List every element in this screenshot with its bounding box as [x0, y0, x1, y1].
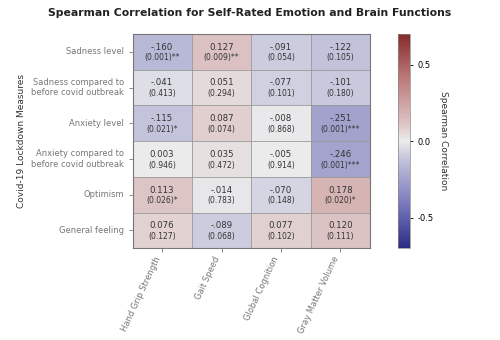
Text: -.005: -.005: [270, 150, 292, 159]
Bar: [252, 212, 310, 248]
Bar: [252, 177, 310, 212]
Text: -.251: -.251: [329, 114, 351, 123]
Text: -.077: -.077: [270, 79, 292, 87]
Text: -.041: -.041: [151, 79, 174, 87]
Text: -.070: -.070: [270, 186, 292, 194]
Text: (0.054): (0.054): [267, 53, 295, 63]
Text: -.160: -.160: [151, 43, 174, 52]
Text: (0.026)*: (0.026)*: [146, 196, 178, 205]
Bar: [310, 105, 370, 141]
Text: (0.105): (0.105): [326, 53, 354, 63]
Bar: [132, 70, 192, 105]
Text: 0.003: 0.003: [150, 150, 174, 159]
Text: (0.021)*: (0.021)*: [146, 125, 178, 134]
Text: 0.076: 0.076: [150, 221, 174, 230]
Bar: [252, 70, 310, 105]
Bar: [132, 105, 192, 141]
Text: -.115: -.115: [151, 114, 174, 123]
Text: -.246: -.246: [329, 150, 351, 159]
Bar: [192, 141, 252, 177]
Bar: [192, 212, 252, 248]
Text: 0.051: 0.051: [209, 79, 234, 87]
Text: (0.148): (0.148): [267, 196, 295, 205]
Bar: [252, 141, 310, 177]
Text: -.122: -.122: [329, 43, 351, 52]
Text: 0.113: 0.113: [150, 186, 174, 194]
Bar: [252, 34, 310, 70]
Text: 0.120: 0.120: [328, 221, 352, 230]
Bar: [192, 177, 252, 212]
Text: (0.180): (0.180): [326, 89, 354, 98]
Text: -.014: -.014: [210, 186, 233, 194]
Text: (0.127): (0.127): [148, 232, 176, 241]
Text: -.089: -.089: [210, 221, 233, 230]
Text: 0.178: 0.178: [328, 186, 352, 194]
Bar: [132, 212, 192, 248]
Text: (0.111): (0.111): [326, 232, 354, 241]
Bar: [310, 177, 370, 212]
Text: (0.413): (0.413): [148, 89, 176, 98]
Text: (0.102): (0.102): [267, 232, 295, 241]
Text: (0.068): (0.068): [208, 232, 236, 241]
Text: Spearman Correlation for Self-Rated Emotion and Brain Functions: Spearman Correlation for Self-Rated Emot…: [48, 8, 452, 18]
Text: (0.783): (0.783): [208, 196, 236, 205]
Text: (0.101): (0.101): [267, 89, 295, 98]
Text: (0.946): (0.946): [148, 160, 176, 170]
Y-axis label: Spearman Correlation: Spearman Correlation: [438, 91, 448, 191]
Bar: [310, 70, 370, 105]
Bar: [132, 177, 192, 212]
Text: (0.009)**: (0.009)**: [204, 53, 240, 63]
Bar: [192, 34, 252, 70]
Bar: [192, 105, 252, 141]
Bar: [132, 34, 192, 70]
Text: (0.294): (0.294): [208, 89, 236, 98]
Text: (0.001)***: (0.001)***: [320, 125, 360, 134]
Bar: [252, 105, 310, 141]
Text: 0.127: 0.127: [209, 43, 234, 52]
Text: (0.074): (0.074): [208, 125, 236, 134]
Bar: [192, 70, 252, 105]
Bar: [132, 141, 192, 177]
Text: 0.077: 0.077: [268, 221, 293, 230]
Text: (0.472): (0.472): [208, 160, 236, 170]
Text: (0.868): (0.868): [267, 125, 295, 134]
Text: -.008: -.008: [270, 114, 292, 123]
Text: -.101: -.101: [329, 79, 351, 87]
Text: (0.001)**: (0.001)**: [144, 53, 180, 63]
Bar: [310, 34, 370, 70]
Text: (0.914): (0.914): [267, 160, 295, 170]
Text: 0.035: 0.035: [209, 150, 234, 159]
Text: (0.001)***: (0.001)***: [320, 160, 360, 170]
Text: -.091: -.091: [270, 43, 292, 52]
Y-axis label: Covid-19 Lockdown Measures: Covid-19 Lockdown Measures: [16, 74, 26, 208]
Text: 0.087: 0.087: [209, 114, 234, 123]
Bar: [310, 141, 370, 177]
Text: (0.020)*: (0.020)*: [324, 196, 356, 205]
Bar: [310, 212, 370, 248]
